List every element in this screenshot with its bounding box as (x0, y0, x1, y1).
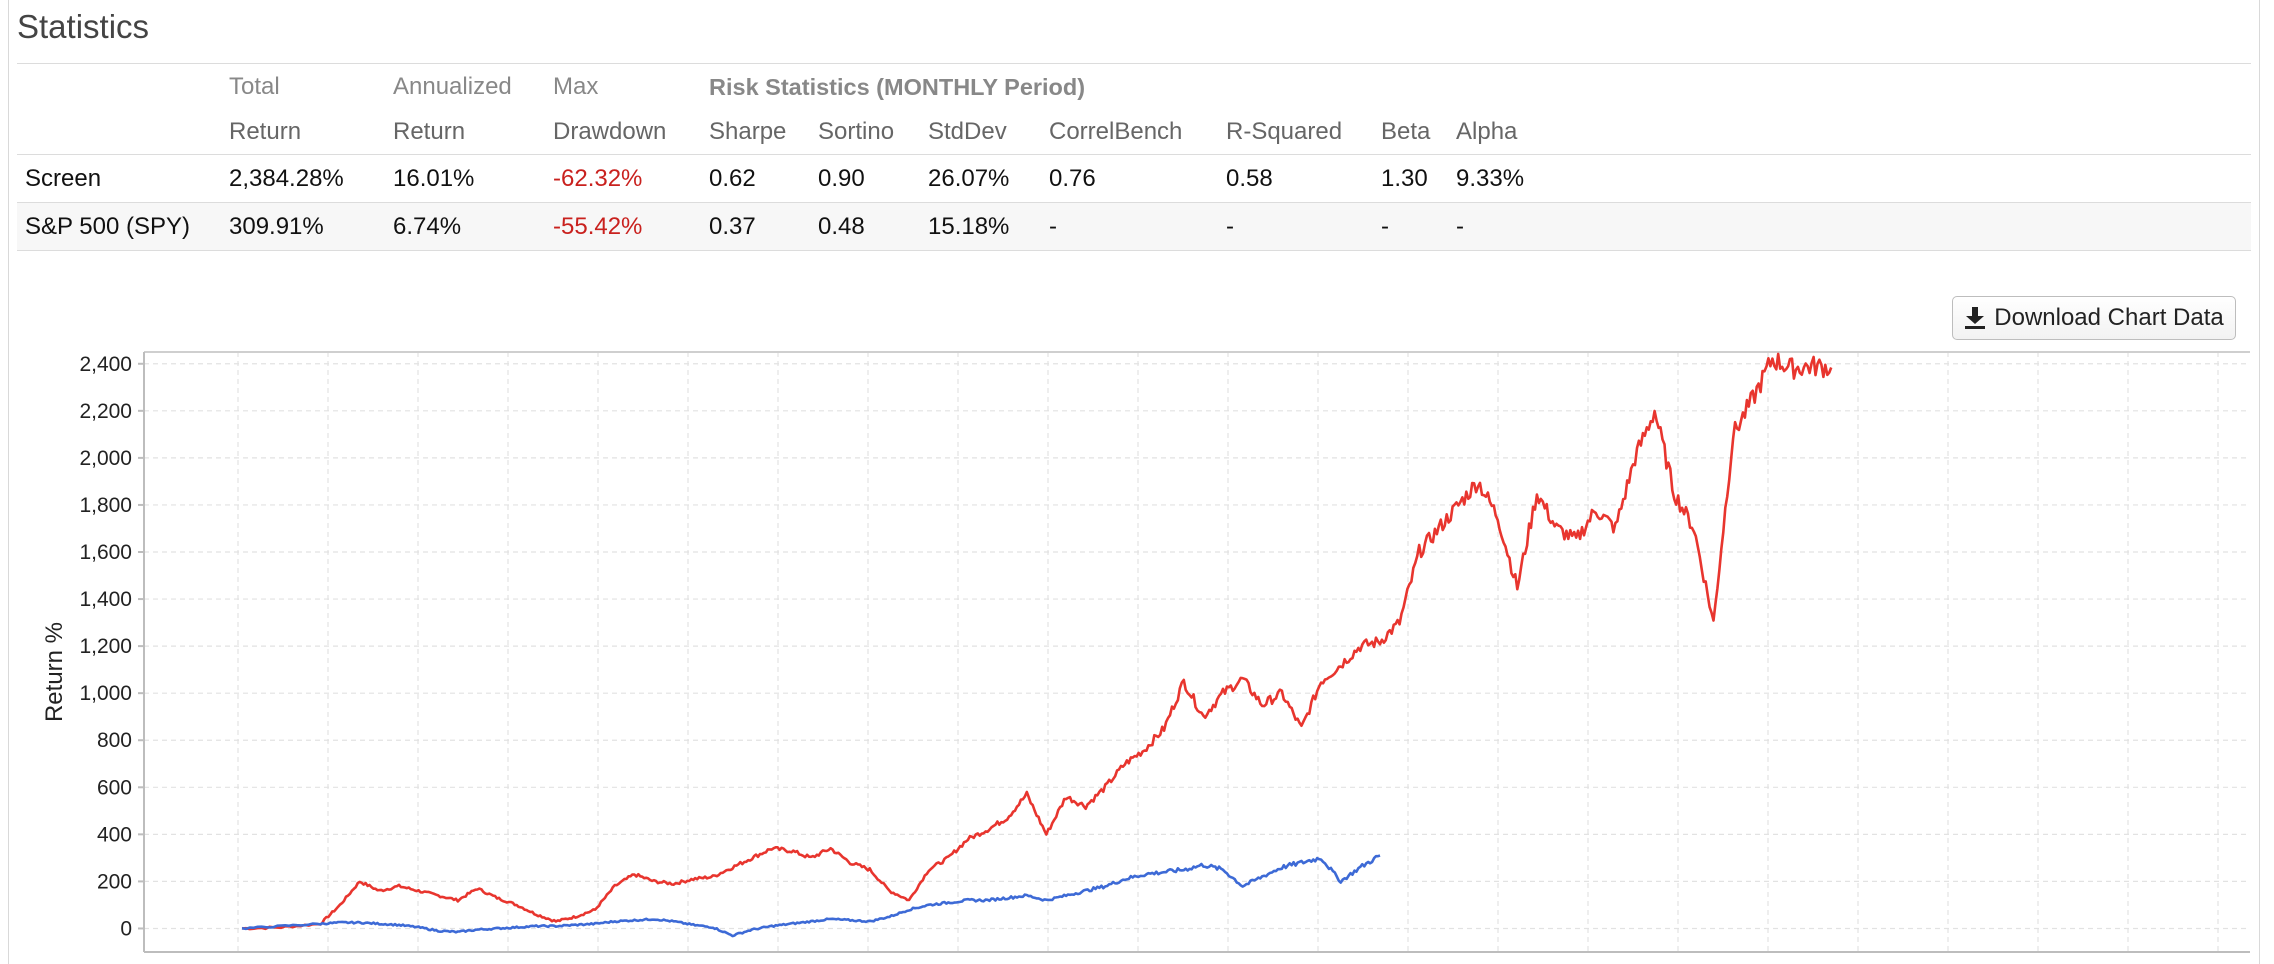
correlbench-cell: 0.76 (1049, 154, 1226, 203)
header-return: Return (229, 118, 302, 145)
y-tick-label: 1,600 (79, 541, 132, 564)
sharpe-cell: 0.62 (709, 154, 818, 203)
table-row: Screen 2,384.28% 16.01% -62.32% 0.62 0.9… (17, 154, 2251, 203)
correlbench-cell: - (1049, 202, 1226, 251)
sortino-cell: 0.90 (818, 154, 928, 203)
alpha-cell: 9.33% (1456, 154, 2251, 203)
chart-series (241, 352, 1833, 938)
sortino-cell: 0.48 (818, 202, 928, 251)
row-name: Screen (17, 154, 229, 203)
header-row-top: Total Annualized Max Risk Statistics (MO… (17, 64, 2251, 111)
header-drawdown: Drawdown (553, 118, 667, 145)
chart-grid (144, 352, 2250, 952)
total-return-cell: 309.91% (229, 202, 393, 251)
y-tick-label: 0 (120, 917, 132, 940)
series-line-1 (241, 352, 1833, 931)
total-return-cell: 2,384.28% (229, 154, 393, 203)
download-chart-data-button[interactable]: Download Chart Data (1952, 296, 2236, 340)
max-drawdown-cell: -55.42% (553, 202, 709, 251)
section-title: Statistics (17, 8, 150, 45)
header-max: Max (553, 73, 599, 100)
y-tick-label: 1,400 (79, 588, 132, 611)
y-tick-label: 1,800 (79, 494, 132, 517)
stddev-cell: 26.07% (928, 154, 1049, 203)
header-r-squared: R-Squared (1226, 118, 1343, 145)
stddev-cell: 15.18% (928, 202, 1049, 251)
alpha-cell: - (1456, 202, 2251, 251)
y-tick-label: 2,400 (79, 353, 132, 376)
row-name: S&P 500 (SPY) (17, 202, 229, 251)
y-tick-label: 2,200 (79, 400, 132, 423)
statistics-panel: Statistics Total Annualized Max Risk Sta… (8, 0, 2260, 964)
table-row: S&P 500 (SPY) 309.91% 6.74% -55.42% 0.37… (17, 202, 2251, 251)
header-beta: Beta (1381, 118, 1431, 145)
header-total: Total (229, 73, 280, 100)
annualized-return-cell: 16.01% (393, 154, 553, 203)
header-alpha: Alpha (1456, 118, 1518, 145)
y-axis-label: Return % (41, 622, 68, 722)
header-row-bottom: Return Return Drawdown Sharpe Sortino St… (17, 110, 2251, 155)
header-correlbench: CorrelBench (1049, 118, 1183, 145)
beta-cell: - (1381, 202, 1456, 251)
header-stddev: StdDev (928, 118, 1007, 145)
header-annualized-return: Return (393, 118, 466, 145)
statistics-table: Total Annualized Max Risk Statistics (MO… (17, 63, 2251, 251)
y-tick-label: 2,000 (79, 447, 132, 470)
chart-axes: 0 200 400 600 800 1,000 1,200 1,400 1,600 1,800 2,… (79, 351, 2250, 953)
r-squared-cell: - (1226, 202, 1381, 251)
y-tick-label: 1,200 (79, 635, 132, 658)
series-line-2 (241, 854, 1381, 938)
y-tick-label: 200 (97, 870, 132, 893)
header-sharpe: Sharpe (709, 118, 787, 145)
y-tick-label: 1,000 (79, 682, 132, 705)
download-button-label: Download Chart Data (1994, 304, 2224, 331)
sharpe-cell: 0.37 (709, 202, 818, 251)
max-drawdown-cell: -62.32% (553, 154, 709, 203)
header-sortino: Sortino (818, 118, 895, 145)
y-tick-label: 400 (97, 823, 132, 846)
y-tick-label: 800 (97, 729, 132, 752)
download-icon (1964, 306, 1986, 330)
risk-statistics-header: Risk Statistics (MONTHLY Period) (709, 73, 1086, 100)
header-annualized: Annualized (393, 73, 512, 100)
annualized-return-cell: 6.74% (393, 202, 553, 251)
r-squared-cell: 0.58 (1226, 154, 1381, 203)
beta-cell: 1.30 (1381, 154, 1456, 203)
y-tick-label: 600 (97, 776, 132, 799)
